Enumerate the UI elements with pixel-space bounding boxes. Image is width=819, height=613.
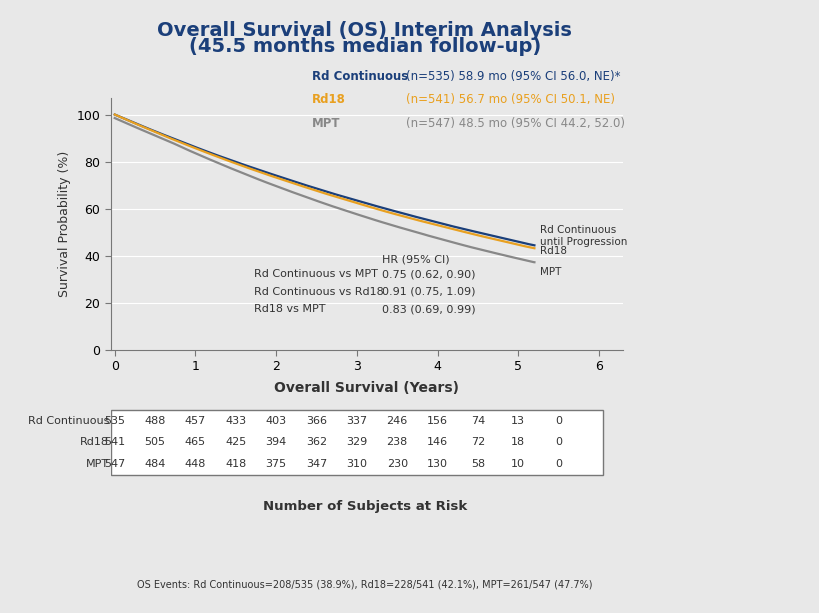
Text: 394: 394 xyxy=(265,437,287,447)
Text: 448: 448 xyxy=(184,459,206,469)
Text: Rd Continuous: Rd Continuous xyxy=(311,70,407,83)
Text: Rd Continuous
until Progression: Rd Continuous until Progression xyxy=(540,225,627,246)
Text: MPT: MPT xyxy=(86,459,109,469)
Text: Rd18: Rd18 xyxy=(311,93,345,107)
Text: HR (95% CI): HR (95% CI) xyxy=(382,254,450,264)
Text: Rd18 vs MPT: Rd18 vs MPT xyxy=(254,305,325,314)
Text: Overall Survival (OS) Interim Analysis: Overall Survival (OS) Interim Analysis xyxy=(157,21,572,40)
Text: 0.91 (0.75, 1.09): 0.91 (0.75, 1.09) xyxy=(382,287,475,297)
X-axis label: Overall Survival (Years): Overall Survival (Years) xyxy=(274,381,459,395)
Text: 418: 418 xyxy=(225,459,247,469)
Text: 0: 0 xyxy=(554,437,562,447)
Text: 0.83 (0.69, 0.99): 0.83 (0.69, 0.99) xyxy=(382,305,475,314)
Text: 465: 465 xyxy=(184,437,206,447)
Text: 535: 535 xyxy=(104,416,125,425)
Text: (45.5 months median follow-up): (45.5 months median follow-up) xyxy=(188,37,541,56)
Text: 238: 238 xyxy=(386,437,407,447)
Text: 433: 433 xyxy=(225,416,246,425)
Text: 362: 362 xyxy=(305,437,327,447)
Text: 74: 74 xyxy=(470,416,485,425)
Text: MPT: MPT xyxy=(311,116,340,130)
Text: 488: 488 xyxy=(144,416,165,425)
Text: 130: 130 xyxy=(427,459,447,469)
Text: (n=547) 48.5 mo (95% CI 44.2, 52.0): (n=547) 48.5 mo (95% CI 44.2, 52.0) xyxy=(405,116,624,130)
Text: Rd Continuous vs MPT: Rd Continuous vs MPT xyxy=(254,269,378,279)
Text: 425: 425 xyxy=(225,437,247,447)
Text: 541: 541 xyxy=(104,437,125,447)
Text: Rd18: Rd18 xyxy=(540,246,567,256)
Text: Rd18: Rd18 xyxy=(80,437,109,447)
Y-axis label: Survival Probability (%): Survival Probability (%) xyxy=(58,151,70,297)
Text: 246: 246 xyxy=(386,416,407,425)
Text: (n=535) 58.9 mo (95% CI 56.0, NE)*: (n=535) 58.9 mo (95% CI 56.0, NE)* xyxy=(405,70,620,83)
Text: 547: 547 xyxy=(104,459,125,469)
Text: 366: 366 xyxy=(305,416,327,425)
Text: OS Events: Rd Continuous=208/535 (38.9%), Rd18=228/541 (42.1%), MPT=261/547 (47.: OS Events: Rd Continuous=208/535 (38.9%)… xyxy=(137,579,592,589)
Text: MPT: MPT xyxy=(540,267,561,276)
Text: 310: 310 xyxy=(346,459,367,469)
Text: 329: 329 xyxy=(346,437,367,447)
Text: Rd Continuous vs Rd18: Rd Continuous vs Rd18 xyxy=(254,287,383,297)
Text: Number of Subjects at Risk: Number of Subjects at Risk xyxy=(262,500,467,512)
Text: 58: 58 xyxy=(470,459,484,469)
Text: 457: 457 xyxy=(184,416,206,425)
Text: 146: 146 xyxy=(427,437,448,447)
Text: 484: 484 xyxy=(144,459,165,469)
Text: 0: 0 xyxy=(554,459,562,469)
Text: Rd Continuous: Rd Continuous xyxy=(28,416,109,425)
Text: 505: 505 xyxy=(144,437,165,447)
Text: 375: 375 xyxy=(265,459,287,469)
Text: 337: 337 xyxy=(346,416,367,425)
Text: 13: 13 xyxy=(511,416,525,425)
Text: 230: 230 xyxy=(387,459,407,469)
Text: 10: 10 xyxy=(511,459,525,469)
Text: 156: 156 xyxy=(427,416,447,425)
Text: 403: 403 xyxy=(265,416,287,425)
Text: 347: 347 xyxy=(305,459,327,469)
Text: 0: 0 xyxy=(554,416,562,425)
Text: 72: 72 xyxy=(470,437,485,447)
Text: (n=541) 56.7 mo (95% CI 50.1, NE): (n=541) 56.7 mo (95% CI 50.1, NE) xyxy=(405,93,614,107)
Text: 18: 18 xyxy=(510,437,525,447)
Text: 0.75 (0.62, 0.90): 0.75 (0.62, 0.90) xyxy=(382,269,475,279)
